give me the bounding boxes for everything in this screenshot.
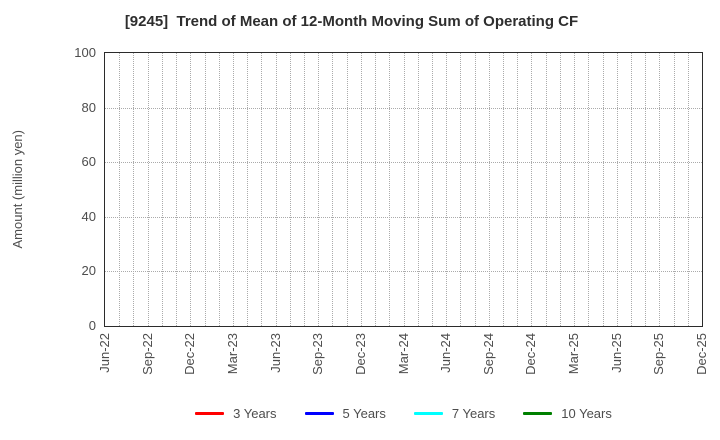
vertical-gridline	[474, 53, 476, 326]
x-tick-label: Jun-23	[267, 333, 283, 373]
vertical-gridline	[204, 53, 206, 326]
x-tick-label: Dec-22	[182, 333, 198, 375]
vertical-gridline	[119, 53, 121, 326]
y-tick-label: 40	[81, 208, 96, 224]
vertical-gridline	[275, 53, 277, 326]
vertical-gridline	[403, 53, 405, 326]
vertical-gridline	[218, 53, 220, 326]
vertical-gridline	[431, 53, 433, 326]
x-tick-label: Jun-24	[438, 333, 454, 373]
legend-item: 10 Years	[523, 406, 612, 421]
x-tick-label: Sep-24	[480, 333, 496, 375]
legend-line-swatch	[523, 412, 553, 415]
vertical-gridline	[503, 53, 504, 326]
y-axis-label-text: Amount (million yen)	[9, 130, 25, 249]
vertical-gridline	[375, 53, 377, 326]
vertical-gridline	[147, 53, 149, 326]
legend-line-swatch	[304, 412, 334, 415]
legend-label: 5 Years	[342, 406, 386, 421]
vertical-gridline	[232, 53, 234, 326]
x-tick-label: Mar-25	[566, 333, 582, 375]
vertical-gridline	[360, 53, 362, 326]
x-tick-label: Mar-24	[395, 333, 411, 375]
vertical-gridline	[602, 53, 604, 326]
legend-label: 7 Years	[451, 406, 496, 421]
vertical-gridline	[389, 53, 391, 326]
vertical-gridline	[446, 53, 448, 326]
vertical-gridline	[289, 53, 291, 326]
legend-item: 7 Years	[413, 406, 496, 421]
x-tick-label: Dec-25	[694, 333, 709, 375]
vertical-gridline	[630, 53, 632, 326]
vertical-gridline	[176, 53, 178, 326]
vertical-gridline	[574, 53, 576, 326]
vertical-gridline	[346, 53, 348, 326]
vertical-gridline	[488, 53, 490, 326]
plot-area	[104, 52, 703, 327]
y-tick-label: 0	[88, 318, 96, 333]
legend-label: 3 Years	[233, 406, 277, 421]
legend-item: 3 Years	[195, 406, 277, 421]
vertical-gridline	[559, 53, 561, 326]
legend-label: 10 Years	[561, 406, 612, 421]
x-tick-label: Sep-25	[651, 333, 667, 375]
y-tick-label: 80	[81, 99, 96, 115]
vertical-gridline	[616, 53, 618, 326]
legend-item: 5 Years	[304, 406, 386, 421]
vertical-gridline	[161, 53, 163, 326]
chart-title: [9245] Trend of Mean of 12-Month Moving …	[124, 13, 579, 30]
x-tick-label: Jun-22	[97, 333, 112, 373]
vertical-gridline	[517, 53, 519, 326]
legend: 3 Years 5 Years 7 Years 10 Years	[104, 406, 703, 421]
vertical-gridline	[645, 53, 647, 326]
x-tick-label: Dec-24	[523, 333, 539, 375]
legend-line-swatch	[413, 412, 443, 415]
vertical-gridline	[545, 53, 547, 326]
vertical-gridline	[190, 53, 192, 326]
vertical-gridline	[673, 53, 675, 326]
y-tick-label: 20	[81, 263, 96, 279]
x-tick-label: Mar-23	[224, 333, 240, 375]
horizontal-gridline	[105, 107, 702, 109]
x-tick-label: Sep-23	[310, 333, 326, 375]
vertical-gridline	[318, 53, 320, 326]
vertical-gridline	[687, 53, 689, 326]
horizontal-gridline	[105, 216, 702, 218]
y-tick-label: 60	[81, 154, 96, 170]
vertical-gridline	[304, 53, 305, 326]
horizontal-gridline	[105, 271, 702, 273]
vertical-gridline	[332, 53, 334, 326]
legend-line-swatch	[195, 412, 225, 415]
vertical-gridline	[531, 53, 533, 326]
x-tick-label: Jun-25	[608, 333, 624, 373]
vertical-gridline	[417, 53, 419, 326]
vertical-gridline	[261, 53, 263, 326]
vertical-gridline	[659, 53, 661, 326]
vertical-gridline	[133, 53, 135, 326]
x-tick-label: Dec-23	[352, 333, 368, 375]
vertical-gridline	[460, 53, 462, 326]
y-axis-label: Amount (million yen)	[8, 52, 26, 327]
vertical-gridline	[588, 53, 590, 326]
x-tick-label: Sep-22	[139, 333, 155, 375]
y-tick-label: 100	[74, 45, 96, 60]
vertical-gridline	[247, 53, 249, 326]
horizontal-gridline	[105, 162, 702, 164]
